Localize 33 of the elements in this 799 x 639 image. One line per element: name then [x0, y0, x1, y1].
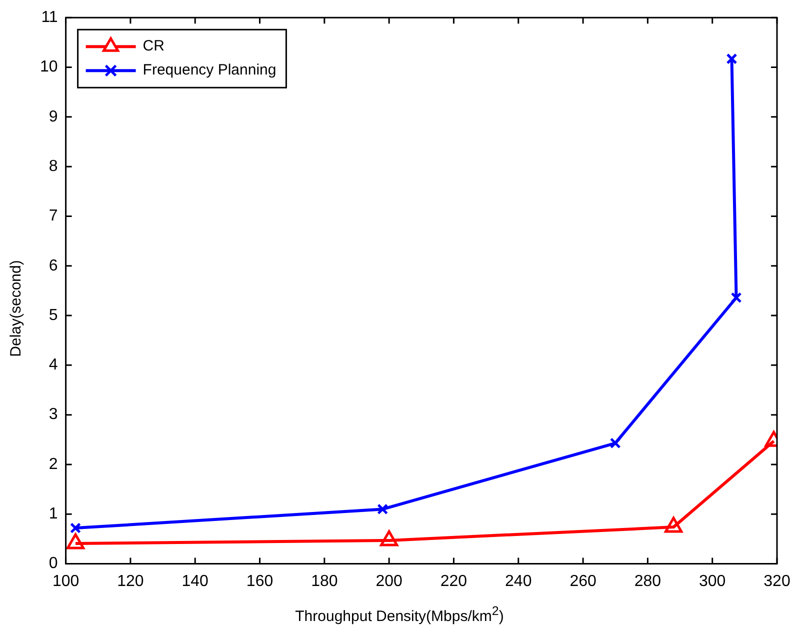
y-tick-label: 1	[48, 506, 58, 523]
x-tick-label: 260	[570, 572, 596, 590]
y-tick-label: 3	[48, 406, 58, 424]
x-tick-label: 240	[505, 572, 532, 590]
x-axis-title: Throughput Density(Mbps/km$^{2}$)	[294, 604, 505, 625]
point	[380, 530, 398, 546]
point	[726, 53, 738, 64]
y-tick-label: 8	[48, 158, 58, 175]
x-tick-label: 120	[117, 572, 144, 590]
x-tick-label: 160	[246, 572, 274, 590]
x-tick-label: 280	[634, 572, 662, 590]
y-tick-label: 10	[40, 58, 58, 76]
x-tick-label: 180	[311, 572, 338, 590]
y-tick-label: 4	[48, 356, 58, 374]
y-tick-label: 11	[41, 9, 58, 26]
y-axis-title: Delay(second)	[8, 259, 24, 359]
y-tick-label: 2	[48, 456, 58, 473]
x-tick-label: 320	[764, 572, 790, 590]
x-tick-label: 100	[52, 572, 80, 590]
x-tick-label: 300	[698, 572, 726, 590]
y-tick-label: 0	[48, 555, 58, 572]
y-tick-label: 5	[48, 306, 58, 324]
x-tick-label: 220	[440, 572, 468, 590]
legend-label: Frequency Planning	[142, 62, 276, 79]
point	[664, 516, 683, 533]
legend-label: CR	[142, 38, 165, 55]
y-tick-label: 6	[48, 257, 58, 274]
x-tick-label: 200	[376, 572, 403, 590]
point	[730, 292, 742, 304]
point	[66, 533, 85, 550]
y-tick-label: 9	[48, 108, 58, 126]
y-tick-label: 7	[48, 208, 58, 225]
x-tick-label: 140	[182, 572, 209, 590]
